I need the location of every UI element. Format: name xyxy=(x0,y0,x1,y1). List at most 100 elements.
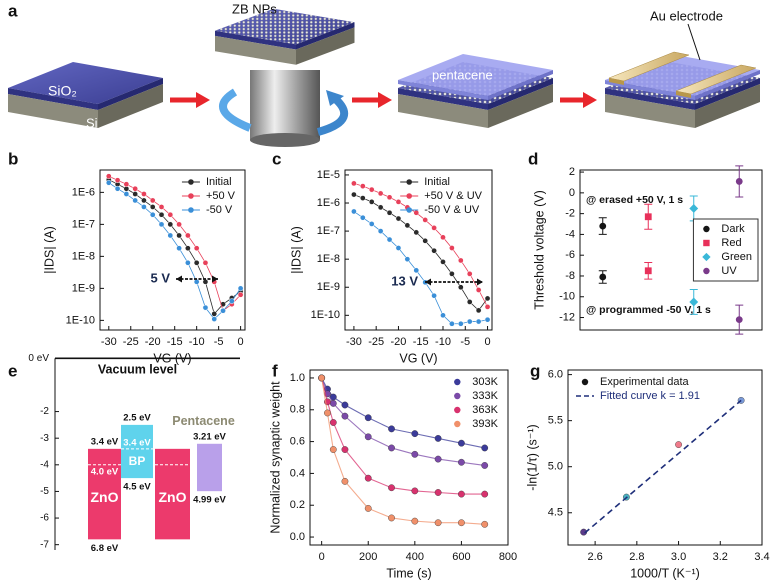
x-tick-label: 800 xyxy=(499,551,517,563)
y-axis-label: Normalized synaptic weight xyxy=(268,381,282,534)
panel-label: a xyxy=(8,1,18,20)
y-axis-label: |IDS| (A) xyxy=(289,226,303,273)
point xyxy=(341,446,349,453)
point xyxy=(481,490,489,498)
point xyxy=(341,477,349,485)
line xyxy=(353,194,488,311)
y-tick-label: 2 xyxy=(569,166,575,178)
x-tick-label: -25 xyxy=(368,336,384,348)
legend-label: UV xyxy=(721,265,737,277)
x-tick-label: 200 xyxy=(359,551,377,563)
point xyxy=(123,191,130,197)
point xyxy=(202,278,209,285)
point xyxy=(185,232,191,239)
line xyxy=(353,211,488,325)
point xyxy=(449,270,455,277)
point xyxy=(484,316,491,323)
legend: Dark Red Green UV xyxy=(692,218,759,282)
y-tick-label: -7 xyxy=(40,539,49,550)
y-tick-label: 1E-6 xyxy=(317,197,340,209)
point xyxy=(440,259,446,265)
point xyxy=(481,444,489,452)
annotation-arrow xyxy=(212,275,218,283)
legend-label: +50 V xyxy=(206,190,236,202)
annotation-arrow xyxy=(176,275,182,283)
point xyxy=(388,444,395,452)
line xyxy=(108,179,241,315)
point xyxy=(324,409,331,417)
point xyxy=(458,490,465,498)
point xyxy=(466,299,473,305)
legend-marker xyxy=(454,378,461,386)
y-tick-label: -2 xyxy=(40,406,49,417)
point xyxy=(202,259,209,266)
fermi-label: 4.0 eV xyxy=(91,466,119,477)
y-tick-label: -8 xyxy=(565,270,575,282)
line xyxy=(108,175,241,312)
band-top-label: 3.4 eV xyxy=(91,436,119,447)
point xyxy=(434,435,442,442)
point xyxy=(735,178,743,185)
point xyxy=(193,278,200,285)
line xyxy=(108,182,241,320)
x-tick-label: 400 xyxy=(406,551,424,563)
point xyxy=(132,185,139,192)
point xyxy=(475,307,482,314)
process-arrow xyxy=(352,92,392,108)
point xyxy=(675,441,682,449)
annotation-arrow xyxy=(425,278,431,286)
x-axis-label: VG (V) xyxy=(399,351,437,365)
point xyxy=(466,270,473,277)
point xyxy=(237,291,244,298)
legend-marker xyxy=(703,239,710,247)
process-arrow xyxy=(560,92,597,108)
point xyxy=(114,185,121,192)
point xyxy=(364,433,372,441)
band-bottom-label: 6.8 eV xyxy=(91,543,119,554)
legend-marker xyxy=(581,378,589,386)
point xyxy=(434,519,442,527)
annotation-arrow xyxy=(477,278,483,286)
point xyxy=(176,232,182,239)
legend-marker xyxy=(406,207,413,213)
band xyxy=(197,443,222,492)
point xyxy=(644,267,652,275)
legend-label: 393K xyxy=(472,418,498,430)
point xyxy=(411,430,419,438)
legend-label: Fitted curve k = 1.91 xyxy=(600,390,700,402)
band-top-label: 3.21 eV xyxy=(193,431,226,442)
x-axis-label: 1000/T (K⁻¹) xyxy=(630,566,700,580)
point xyxy=(735,316,743,324)
point xyxy=(458,519,465,527)
point xyxy=(395,199,402,205)
point xyxy=(158,204,165,210)
point xyxy=(167,211,174,218)
point xyxy=(351,208,357,215)
point xyxy=(364,505,372,512)
band-name: ZnO xyxy=(159,489,187,505)
point xyxy=(388,484,395,492)
x-tick-label: 0 xyxy=(238,336,244,348)
rotation-arrow xyxy=(219,88,252,132)
point xyxy=(475,287,482,293)
x-tick-label: -10 xyxy=(189,336,205,348)
point xyxy=(141,191,147,197)
point xyxy=(434,455,442,463)
point xyxy=(341,401,349,409)
film-label: pentacene xyxy=(432,67,493,82)
y-tick-label: -2 xyxy=(565,208,575,220)
line xyxy=(321,377,485,466)
x-axis-label: Time (s) xyxy=(386,566,431,580)
y-tick-label: 4.5 xyxy=(548,507,563,519)
point xyxy=(413,267,420,274)
x-tick-label: -5 xyxy=(214,336,224,348)
point xyxy=(411,450,419,458)
point xyxy=(158,221,165,228)
point xyxy=(386,194,393,201)
x-tick-label: -30 xyxy=(101,336,117,348)
band-bottom-label: 4.99 eV xyxy=(193,495,226,506)
x-tick-label: -15 xyxy=(413,336,429,348)
legend-marker xyxy=(188,193,194,199)
point xyxy=(411,517,419,525)
point xyxy=(158,211,165,218)
